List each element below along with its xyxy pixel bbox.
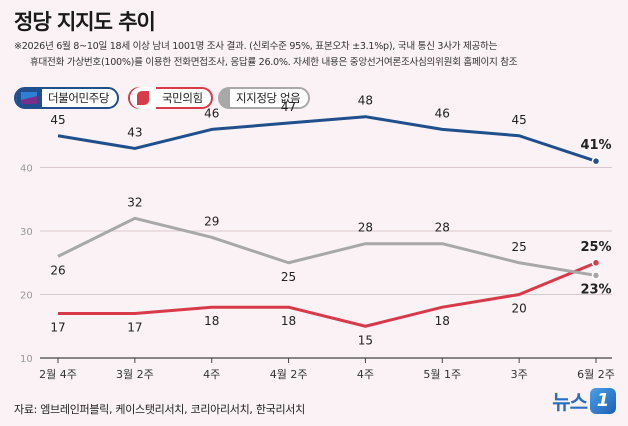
news1-logo: 뉴스 1 bbox=[552, 386, 616, 415]
x-tick-label: 4주 bbox=[203, 368, 220, 381]
data-label-ppp: 18 bbox=[435, 314, 450, 328]
brand-text: 뉴스 bbox=[552, 390, 588, 414]
legend-label-ppp: 국민의힘 bbox=[162, 91, 203, 105]
x-tick-label: 6월 2주 bbox=[577, 368, 615, 381]
y-tick-label: 10 bbox=[20, 354, 33, 365]
legend-democratic: 더불어민주당 bbox=[14, 86, 120, 110]
none-swatch-icon bbox=[220, 87, 230, 109]
data-label-ppp: 18 bbox=[281, 314, 296, 328]
data-label-none: 28 bbox=[435, 221, 450, 235]
series-line-democratic bbox=[57, 115, 597, 163]
y-tick-label: 40 bbox=[20, 164, 33, 175]
y-tick-label: 20 bbox=[20, 291, 33, 302]
legend-chip-none: 지지정당 없음 bbox=[218, 87, 311, 109]
data-label-none: 26 bbox=[50, 263, 65, 277]
data-label-ppp: 18 bbox=[204, 314, 219, 328]
series-line-ppp bbox=[58, 261, 597, 328]
data-label-none: 29 bbox=[204, 214, 219, 228]
legend-label-none: 지지정당 없음 bbox=[236, 91, 301, 105]
legend-chip-ppp: 국민의힘 bbox=[128, 87, 213, 109]
data-label-democratic: 45 bbox=[512, 113, 527, 127]
data-label-none: 25 bbox=[512, 240, 527, 254]
data-label-democratic: 41% bbox=[580, 138, 611, 153]
democratic-logo-icon bbox=[16, 87, 42, 109]
data-label-none: 25 bbox=[281, 270, 296, 284]
x-tick-label: 3주 bbox=[511, 368, 528, 381]
data-label-democratic: 46 bbox=[204, 106, 219, 120]
data-label-none: 23% bbox=[580, 282, 611, 297]
x-tick-label: 5월 1주 bbox=[423, 368, 461, 381]
series-end-point-ppp bbox=[591, 258, 601, 267]
data-label-democratic: 46 bbox=[435, 106, 450, 120]
data-label-ppp: 17 bbox=[50, 321, 65, 335]
data-label-ppp: 20 bbox=[512, 302, 527, 316]
data-label-democratic: 47 bbox=[281, 100, 296, 114]
x-tick-label: 4월 2주 bbox=[270, 368, 308, 381]
x-tick-label: 2월 4주 bbox=[39, 368, 77, 381]
data-label-none: 32 bbox=[127, 195, 142, 209]
series-end-point-democratic bbox=[591, 156, 601, 166]
source-text: 자료: 엠브레인퍼블릭, 케이스탯리서치, 코리아리서치, 한국리서치 bbox=[14, 403, 305, 416]
y-tick-label: 30 bbox=[20, 227, 33, 238]
series-line-none bbox=[57, 216, 597, 277]
data-label-democratic: 43 bbox=[127, 125, 142, 139]
data-label-democratic: 48 bbox=[358, 94, 373, 108]
legend-ppp: 국민의힘 bbox=[128, 86, 213, 110]
legend-none: 지지정당 없음 bbox=[218, 86, 311, 110]
data-label-ppp: 15 bbox=[358, 333, 373, 347]
data-label-none: 28 bbox=[358, 221, 373, 235]
legend-label-democratic: 더불어민주당 bbox=[48, 91, 110, 105]
survey-note-line-1: ※2026년 6월 8~10일 18세 이상 남녀 1001명 조사 결과. (… bbox=[14, 41, 498, 52]
chart-title: 정당 지지도 추이 bbox=[14, 10, 156, 34]
ppp-logo-icon bbox=[130, 87, 156, 109]
data-label-ppp: 25% bbox=[580, 240, 611, 255]
series-end-point-none bbox=[591, 271, 601, 280]
brand-badge: 1 bbox=[590, 387, 616, 414]
data-label-democratic: 45 bbox=[50, 113, 65, 127]
x-tick-label: 4주 bbox=[357, 368, 374, 381]
x-tick-label: 3월 2주 bbox=[116, 368, 154, 381]
survey-note-line-2: 휴대전화 가상번호(100%)를 이용한 전화면접조사, 응답률 26.0%. … bbox=[30, 57, 518, 68]
data-label-ppp: 17 bbox=[127, 321, 142, 335]
legend-chip-democratic: 더불어민주당 bbox=[14, 87, 120, 109]
